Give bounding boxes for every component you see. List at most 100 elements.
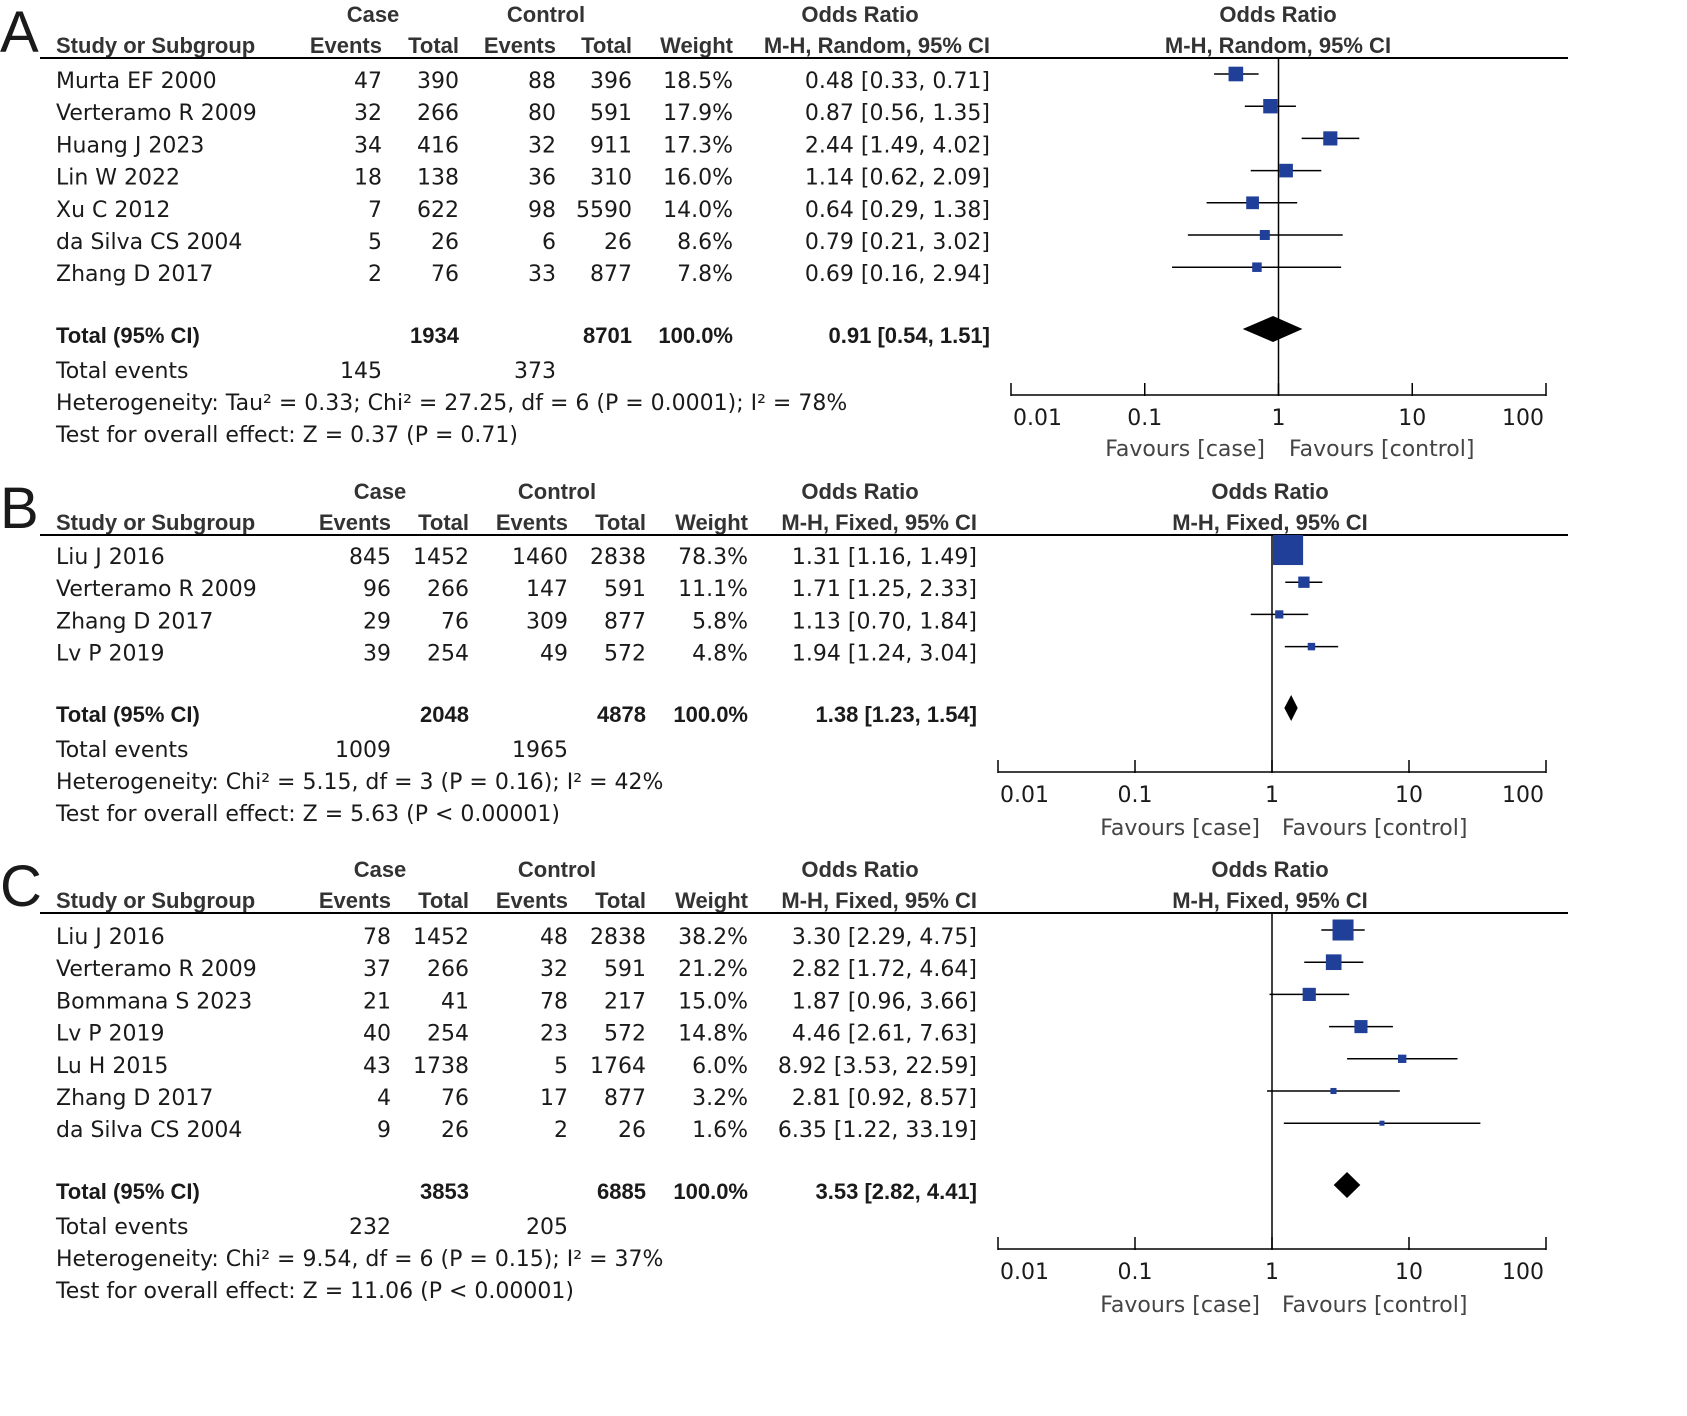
- study-row: Liu J 2016 845 1452 1460 2838 78.3% 1.31 [1.16…: [56, 534, 1304, 570]
- study-row: Bommana S 2023 21 41 78 217 15.0% 1.87 [0.96, …: [56, 987, 1350, 1014]
- study-point-marker: [1252, 262, 1262, 272]
- study-name: Verteramo R 2009: [56, 957, 257, 982]
- case-events: 39: [363, 642, 391, 667]
- case-events: 5: [368, 230, 382, 255]
- x-tick-label: 10: [1398, 406, 1426, 431]
- study-name: Zhang D 2017: [56, 1086, 213, 1111]
- header-control-events: Events: [496, 510, 568, 535]
- overall-effect-test: Test for overall effect: Z = 11.06 (P < …: [55, 1279, 574, 1304]
- case-events: 78: [363, 925, 391, 950]
- study-odds-ratio-ci: 1.94 [1.24, 3.04]: [792, 642, 977, 667]
- case-events: 47: [354, 69, 382, 94]
- header-case-events: Events: [310, 33, 382, 58]
- header-control-total: Total: [595, 888, 646, 913]
- x-tick-label: 100: [1502, 783, 1544, 808]
- study-name: Liu J 2016: [56, 545, 165, 570]
- control-total: 2838: [590, 925, 646, 950]
- case-events: 18: [354, 166, 382, 191]
- study-point-marker: [1273, 534, 1304, 566]
- case-total: 41: [441, 989, 469, 1014]
- case-total: 76: [431, 262, 459, 287]
- control-total-events: 205: [526, 1215, 568, 1240]
- study-name: Verteramo R 2009: [56, 577, 257, 602]
- header-case: Case: [354, 857, 407, 882]
- study-name: Lv P 2019: [56, 642, 165, 667]
- header-case-total: Total: [418, 510, 469, 535]
- total-label: Total (95% CI): [56, 1179, 200, 1204]
- header-case: Case: [354, 479, 407, 504]
- total-weight: 100.0%: [673, 1179, 748, 1204]
- total-odds-ratio-ci: 1.38 [1.23, 1.54]: [816, 702, 977, 727]
- case-total-events: 145: [340, 359, 382, 384]
- study-weight: 17.3%: [663, 133, 733, 158]
- study-name: Verteramo R 2009: [56, 101, 257, 126]
- header-control-events: Events: [484, 33, 556, 58]
- header-method: M-H, Fixed, 95% CI: [781, 888, 977, 913]
- case-total: 26: [441, 1118, 469, 1143]
- total-label: Total (95% CI): [56, 323, 200, 348]
- study-odds-ratio-ci: 0.87 [0.56, 1.35]: [805, 101, 990, 126]
- header-odds-ratio: Odds Ratio: [801, 2, 918, 27]
- study-weight: 8.6%: [677, 230, 733, 255]
- study-row: Zhang D 2017 29 76 309 877 5.8% 1.13 [0.70, 1.…: [56, 609, 1309, 634]
- control-total-events: 1965: [512, 738, 568, 763]
- case-total-events: 232: [349, 1215, 391, 1240]
- control-total: 877: [604, 609, 646, 634]
- header-plot-method: M-H, Fixed, 95% CI: [1172, 888, 1368, 913]
- header-odds-ratio: Odds Ratio: [801, 479, 918, 504]
- case-total: 26: [431, 230, 459, 255]
- case-events: 96: [363, 577, 391, 602]
- case-events: 43: [363, 1054, 391, 1079]
- header-weight: Weight: [660, 33, 734, 58]
- study-point-marker: [1379, 1120, 1385, 1126]
- case-total: 254: [427, 1022, 469, 1047]
- panel-label: B: [0, 476, 39, 541]
- case-total-sum: 3853: [420, 1179, 469, 1204]
- study-odds-ratio-ci: 1.71 [1.25, 2.33]: [792, 577, 977, 602]
- study-point-marker: [1323, 131, 1338, 146]
- study-odds-ratio-ci: 1.14 [0.62, 2.09]: [805, 166, 990, 191]
- study-point-marker: [1259, 230, 1270, 240]
- header-odds-ratio: Odds Ratio: [801, 857, 918, 882]
- header-case-events: Events: [319, 510, 391, 535]
- total-events-label: Total events: [55, 738, 189, 763]
- x-tick-label: 100: [1502, 1260, 1544, 1285]
- study-point-marker: [1330, 1087, 1337, 1095]
- study-name: Murta EF 2000: [56, 69, 217, 94]
- case-total-sum: 1934: [410, 323, 460, 348]
- control-total-sum: 6885: [597, 1179, 646, 1204]
- header-case-events: Events: [319, 888, 391, 913]
- study-name: Liu J 2016: [56, 925, 165, 950]
- control-total: 5590: [576, 198, 632, 223]
- study-row: Lin W 2022 18 138 36 310 16.0% 1.14 [0.62, 2.0…: [56, 163, 1322, 191]
- case-events: 4: [377, 1086, 391, 1111]
- forest-plot-figure: A Case Control Odds Ratio Odds Ratio Study or…: [0, 0, 1568, 1316]
- study-weight: 17.9%: [663, 101, 733, 126]
- case-total: 76: [441, 609, 469, 634]
- case-events: 9: [377, 1118, 391, 1143]
- study-point-marker: [1354, 1020, 1368, 1034]
- case-total-events: 1009: [335, 738, 391, 763]
- case-total: 390: [417, 69, 459, 94]
- header-case: Case: [347, 2, 400, 27]
- study-name: da Silva CS 2004: [56, 230, 242, 255]
- study-name: da Silva CS 2004: [56, 1118, 242, 1143]
- control-events: 309: [526, 609, 568, 634]
- favours-control-label: Favours [control]: [1282, 816, 1467, 841]
- control-events: 32: [528, 133, 556, 158]
- study-point-marker: [1307, 642, 1316, 651]
- control-total-sum: 8701: [583, 323, 632, 348]
- header-study: Study or Subgroup: [56, 510, 255, 535]
- study-weight: 21.2%: [678, 957, 748, 982]
- pooled-estimate-diamond: [1242, 316, 1303, 342]
- x-tick-label: 0.1: [1118, 783, 1153, 808]
- study-row: Verteramo R 2009 32 266 80 591 17.9% 0.87 [0.5…: [56, 99, 1296, 126]
- x-tick-label: 0.1: [1118, 1260, 1153, 1285]
- total-odds-ratio-ci: 0.91 [0.54, 1.51]: [829, 323, 990, 348]
- header-control: Control: [518, 857, 596, 882]
- control-total: 591: [604, 957, 646, 982]
- total-weight: 100.0%: [673, 702, 748, 727]
- study-odds-ratio-ci: 4.46 [2.61, 7.63]: [792, 1022, 977, 1047]
- case-events: 845: [349, 545, 391, 570]
- study-row: Lv P 2019 40 254 23 572 14.8% 4.46 [2.61, 7.63…: [56, 1020, 1393, 1047]
